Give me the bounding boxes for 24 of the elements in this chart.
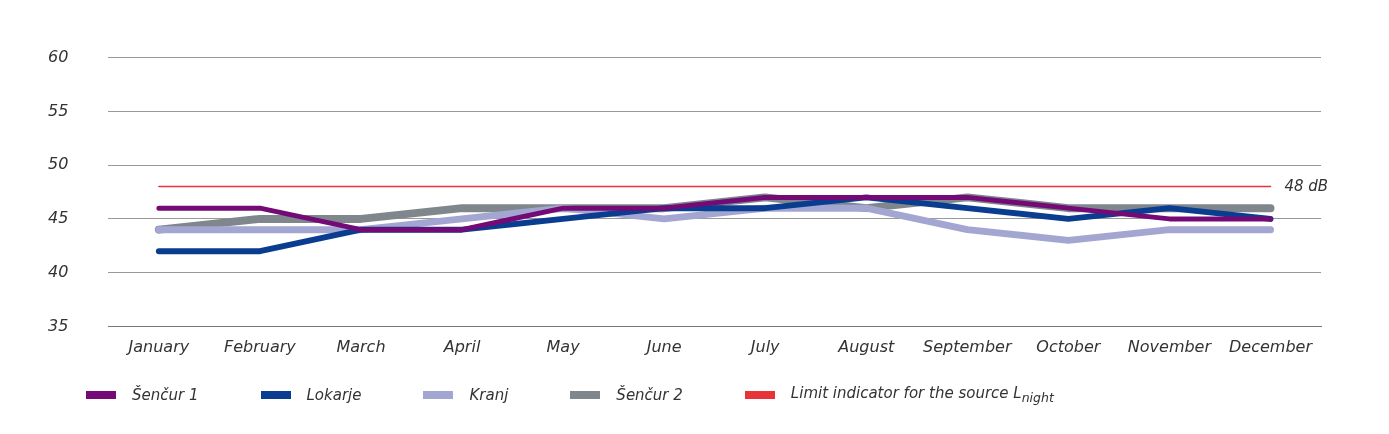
y-tick-label: 50 <box>48 154 69 174</box>
x-tick-label: May <box>546 337 581 357</box>
legend-label: Limit indicator for the source L$_{night}$ <box>790 384 1054 405</box>
y-tick-label: 60 <box>48 46 69 66</box>
legend-label: Lokarje <box>306 385 362 404</box>
x-tick-label: December <box>1228 337 1314 357</box>
x-tick-label: July <box>747 337 781 357</box>
x-tick-label: September <box>923 337 1013 357</box>
x-tick-label: August <box>837 337 895 357</box>
y-tick-label: 35 <box>48 315 69 335</box>
x-tick-label: November <box>1127 337 1213 357</box>
x-tick-label: October <box>1036 337 1102 357</box>
y-tick-label: 45 <box>48 208 69 228</box>
y-tick-label: 55 <box>48 100 69 120</box>
legend-label: Kranj <box>469 385 509 404</box>
x-tick-label: January <box>125 337 190 357</box>
y-tick-label: 40 <box>48 261 69 281</box>
x-tick-label: June <box>643 337 682 357</box>
x-tick-label: February <box>224 337 297 357</box>
legend-label: Šenčur 1 <box>132 385 199 404</box>
x-tick-label: April <box>442 337 481 357</box>
annotation: 48 dB <box>1284 176 1329 195</box>
x-tick-label: March <box>336 337 386 357</box>
legend-label: Šenčur 2 <box>616 385 683 404</box>
